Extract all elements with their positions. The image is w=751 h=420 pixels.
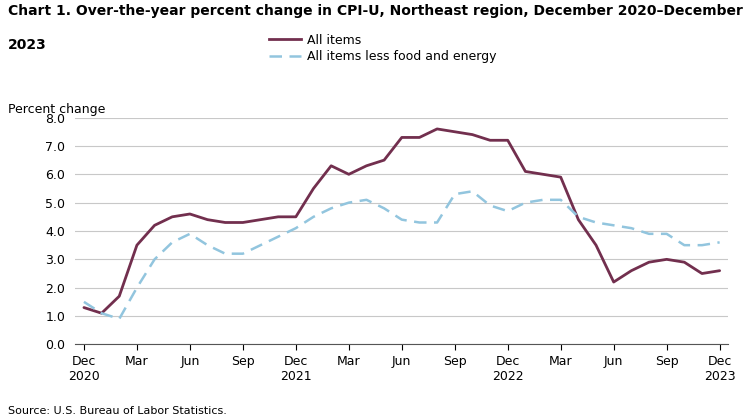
Text: 2023: 2023 bbox=[8, 38, 47, 52]
Text: Percent change: Percent change bbox=[8, 103, 105, 116]
Legend: All items, All items less food and energy: All items, All items less food and energ… bbox=[264, 29, 502, 68]
Text: Source: U.S. Bureau of Labor Statistics.: Source: U.S. Bureau of Labor Statistics. bbox=[8, 406, 226, 416]
Text: Chart 1. Over-the-year percent change in CPI-U, Northeast region, December 2020–: Chart 1. Over-the-year percent change in… bbox=[8, 4, 743, 18]
